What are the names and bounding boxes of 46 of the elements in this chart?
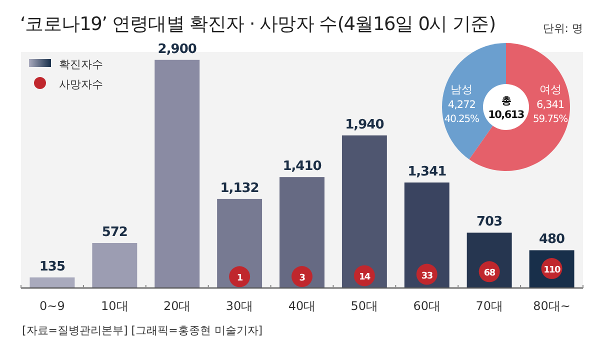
text: [자료=질병관리본부] [그래픽=홍종현 미술기자] <box>22 324 263 337</box>
x-tick-label: 60대 <box>413 299 441 313</box>
slice-label: 여성 <box>539 83 562 96</box>
point <box>229 266 250 288</box>
x-tick-label: 40대 <box>288 299 316 313</box>
data-label: 1 <box>236 274 243 284</box>
x-tick-label: 50대 <box>350 299 378 313</box>
data-label: 703 <box>476 214 503 230</box>
data-label: 4,272 <box>448 99 476 111</box>
data-label: 14 <box>358 272 370 283</box>
bar <box>217 198 262 288</box>
data-label: 2,900 <box>158 42 197 57</box>
bar <box>154 60 200 288</box>
text: 40.25% <box>444 114 479 125</box>
annotation: 총 <box>501 96 512 107</box>
slice-label: 남성 <box>450 83 473 96</box>
legend-label: 사망자수 <box>59 78 103 91</box>
legend-label: 확진자수 <box>59 58 103 71</box>
data-label: 572 <box>102 225 128 240</box>
bar <box>92 243 138 288</box>
bar <box>30 277 75 288</box>
text: 59.75% <box>533 114 568 125</box>
x-tick-label: 30대 <box>226 299 254 313</box>
bar <box>280 177 324 288</box>
bar <box>342 135 387 288</box>
text: 단위: 명 <box>542 22 583 35</box>
x-tick-label: 80대~ <box>533 299 570 313</box>
data-label: 1,940 <box>345 117 384 132</box>
x-tick-label: 0~9 <box>40 299 65 313</box>
bar <box>404 182 450 288</box>
data-label: 135 <box>39 259 66 274</box>
point <box>292 266 312 288</box>
annotation: 10,613 <box>488 109 524 121</box>
data-label: 6,341 <box>536 99 564 111</box>
data-label: 1,132 <box>220 180 259 196</box>
data-label: 68 <box>484 268 496 279</box>
data-label: 3 <box>299 274 306 284</box>
data-label: 1,410 <box>282 159 322 174</box>
x-tick-label: 20대 <box>163 299 191 313</box>
x-tick-label: 70대 <box>476 299 503 313</box>
data-label: 1,341 <box>408 164 447 180</box>
chart-title: ‘코로나19’ 연령대별 확진자 · 사망자 수(4월16일 0시 기준) <box>20 14 496 35</box>
data-label: 110 <box>544 266 561 276</box>
data-label: 480 <box>538 232 566 248</box>
x-tick-label: 10대 <box>101 299 128 313</box>
data-label: 33 <box>421 271 433 282</box>
